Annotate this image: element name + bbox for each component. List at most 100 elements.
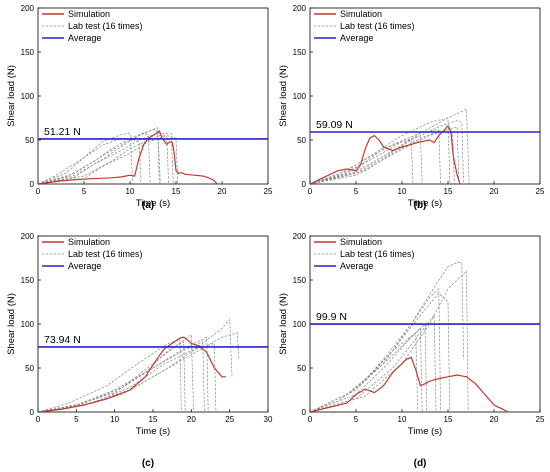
y-axis-title: Shear load (N) (6, 65, 17, 127)
x-tick-label: 5 (354, 187, 359, 196)
x-tick-label: 15 (149, 415, 158, 424)
y-tick-label: 200 (293, 232, 307, 241)
x-tick-label: 0 (308, 187, 313, 196)
legend-label-simulation: Simulation (340, 9, 382, 19)
x-tick-label: 10 (110, 415, 119, 424)
y-tick-label: 100 (21, 320, 35, 329)
lab-trial-line-1 (38, 341, 186, 412)
lab-trial-line-7 (38, 132, 134, 184)
lab-trial-line-8 (310, 292, 451, 412)
x-axis-title: Time (s) (136, 426, 170, 437)
x-tick-label: 20 (187, 415, 196, 424)
lab-trial-line-1 (310, 262, 464, 412)
panel-label: (b) (414, 200, 427, 211)
panel-label: (c) (142, 458, 154, 469)
plot-area (310, 262, 540, 412)
legend-label-average: Average (68, 261, 101, 271)
chart-panel-4: 0 5 10 15 20 25 0 50 100 150 200 Time (s) Shear load… (278, 232, 545, 469)
x-tick-label: 0 (36, 187, 41, 196)
y-tick-label: 150 (293, 276, 307, 285)
legend-label-lab-test: Lab test (16 times) (68, 21, 143, 31)
lab-trial-line-3 (310, 128, 441, 184)
y-tick-label: 200 (293, 4, 307, 13)
y-tick-label: 100 (21, 92, 35, 101)
y-tick-label: 100 (293, 320, 307, 329)
legend-label-simulation: Simulation (68, 9, 110, 19)
x-axis-title: Time (s) (408, 198, 442, 209)
legend-label-simulation: Simulation (68, 237, 110, 247)
lab-trial-line-4 (38, 339, 182, 412)
lab-trial-line-7 (310, 332, 418, 412)
legend: Simulation Lab test (16 times) Average (42, 237, 143, 271)
lab-trial-line-2 (38, 129, 160, 184)
y-axis-title: Shear load (N) (6, 293, 17, 355)
y-tick-label: 100 (293, 92, 307, 101)
lab-trial-line-6 (38, 135, 179, 184)
x-tick-label: 10 (398, 415, 407, 424)
y-tick-label: 200 (21, 232, 35, 241)
y-tick-label: 50 (25, 364, 34, 373)
legend-label-average: Average (340, 33, 373, 43)
average-label: 99.9 N (316, 311, 347, 323)
legend: Simulation Lab test (16 times) Average (314, 237, 415, 271)
y-tick-label: 0 (302, 180, 307, 189)
legend: Simulation Lab test (16 times) Average (314, 9, 415, 43)
x-axis-title: Time (s) (136, 198, 170, 209)
y-tick-label: 150 (21, 48, 35, 57)
x-axis-title: Time (s) (408, 426, 442, 437)
legend: Simulation Lab test (16 times) Average (42, 9, 143, 43)
simulation-line (38, 336, 226, 412)
x-tick-label: 20 (490, 187, 499, 196)
y-axis-title: Shear load (N) (278, 65, 289, 127)
x-tick-label: 15 (444, 415, 453, 424)
plot-area (38, 318, 268, 412)
lab-trial-line-5 (310, 135, 423, 184)
x-tick-label: 15 (444, 187, 453, 196)
x-tick-label: 0 (36, 415, 41, 424)
x-tick-label: 25 (536, 415, 545, 424)
x-tick-label: 25 (264, 187, 273, 196)
legend-label-simulation: Simulation (340, 237, 382, 247)
y-tick-label: 0 (302, 408, 307, 417)
plot-area (310, 108, 540, 184)
x-tick-label: 5 (354, 415, 359, 424)
lab-trial-line-5 (310, 270, 469, 412)
y-axis-title: Shear load (N) (278, 293, 289, 355)
legend-label-lab-test: Lab test (16 times) (340, 249, 415, 259)
y-tick-label: 50 (297, 364, 306, 373)
x-tick-label: 5 (74, 415, 79, 424)
x-tick-label: 10 (398, 187, 407, 196)
lab-trial-line-7 (310, 139, 414, 184)
x-tick-label: 25 (536, 187, 545, 196)
simulation-line (310, 124, 461, 184)
lab-trial-line-6 (38, 341, 205, 412)
panel-label: (a) (142, 200, 154, 211)
legend-label-average: Average (68, 33, 101, 43)
y-tick-label: 0 (30, 408, 35, 417)
chart-panel-2: 0 5 10 15 20 25 0 50 100 150 200 Time (s) Shear load… (278, 4, 545, 211)
lab-trial-line-6 (310, 323, 428, 412)
y-tick-label: 150 (21, 276, 35, 285)
chart-panel-1: 0 5 10 15 20 25 0 50 100 150 200 Time (s) Shear load… (6, 4, 273, 211)
x-tick-label: 25 (225, 415, 234, 424)
lab-trial-line-5 (38, 318, 233, 412)
legend-label-lab-test: Lab test (16 times) (340, 21, 415, 31)
y-tick-label: 50 (25, 136, 34, 145)
simulation-line (38, 130, 218, 184)
legend-label-lab-test: Lab test (16 times) (68, 249, 143, 259)
x-tick-label: 30 (264, 415, 273, 424)
average-label: 51.21 N (44, 126, 81, 138)
lab-trial-line-3 (38, 336, 209, 412)
x-tick-label: 15 (172, 187, 181, 196)
lab-trial-line-3 (310, 314, 437, 412)
y-tick-label: 150 (293, 48, 307, 57)
panel-label: (d) (414, 458, 427, 469)
x-tick-label: 20 (218, 187, 227, 196)
lab-trial-line-8 (38, 127, 161, 184)
average-label: 73.94 N (44, 334, 81, 346)
x-tick-label: 5 (82, 187, 87, 196)
lab-trial-line-7 (38, 342, 217, 412)
lab-trial-line-5 (38, 132, 174, 184)
plot-area (38, 127, 268, 184)
